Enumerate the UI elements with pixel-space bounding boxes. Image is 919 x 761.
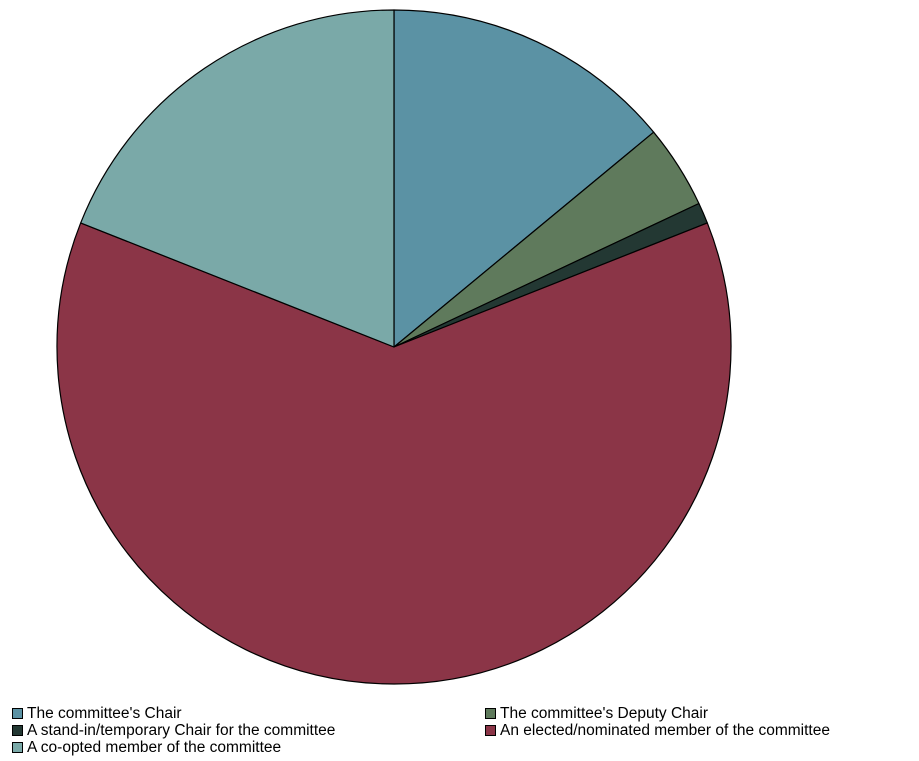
legend-item-co-opted-member: A co-opted member of the committee	[12, 740, 281, 755]
legend-label: A co-opted member of the committee	[27, 739, 282, 756]
legend-swatch	[485, 708, 496, 719]
legend-label: The committee's Chair	[27, 705, 182, 722]
legend-swatch	[12, 708, 23, 719]
legend-swatch	[12, 725, 23, 736]
legend-item-temporary-chair: A stand-in/temporary Chair for the commi…	[12, 723, 335, 738]
legend-label: A stand-in/temporary Chair for the commi…	[27, 722, 336, 739]
legend-item-chair: The committee's Chair	[12, 706, 182, 721]
legend-item-deputy-chair: The committee's Deputy Chair	[485, 706, 708, 721]
pie-slice-1	[393, 9, 655, 348]
legend-item-elected-member: An elected/nominated member of the commi…	[485, 723, 830, 738]
pie-slice-5	[80, 9, 395, 348]
legend-label: An elected/nominated member of the commi…	[500, 722, 830, 739]
legend-swatch	[485, 725, 496, 736]
legend-swatch	[12, 742, 23, 753]
pie-slice-4	[56, 222, 732, 685]
legend-label: The committee's Deputy Chair	[500, 705, 708, 722]
